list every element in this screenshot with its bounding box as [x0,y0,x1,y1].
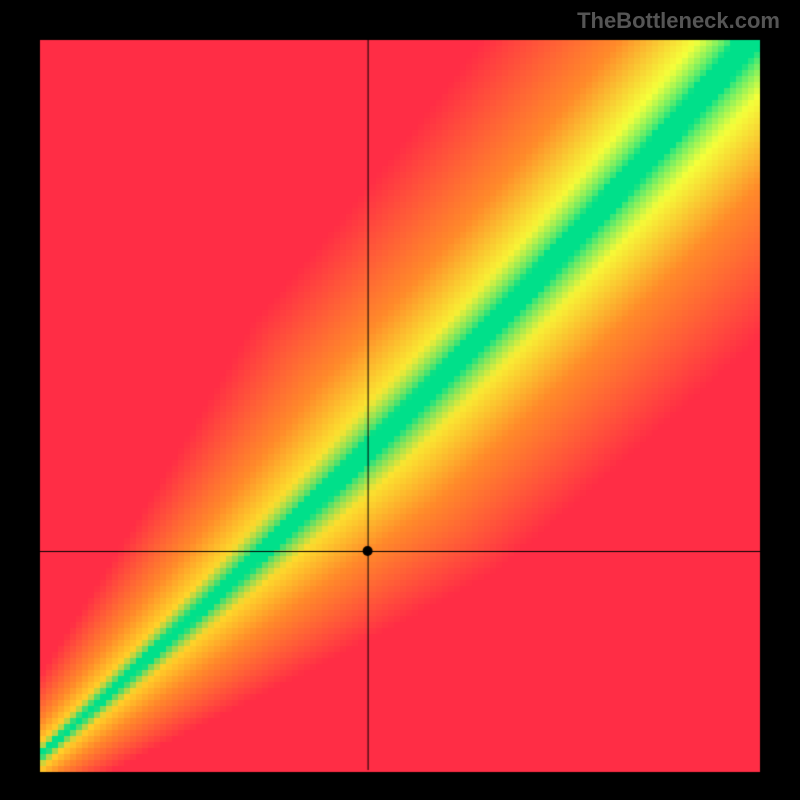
chart-container: TheBottleneck.com [0,0,800,800]
bottleneck-heatmap [0,0,800,800]
watermark-text: TheBottleneck.com [577,8,780,34]
